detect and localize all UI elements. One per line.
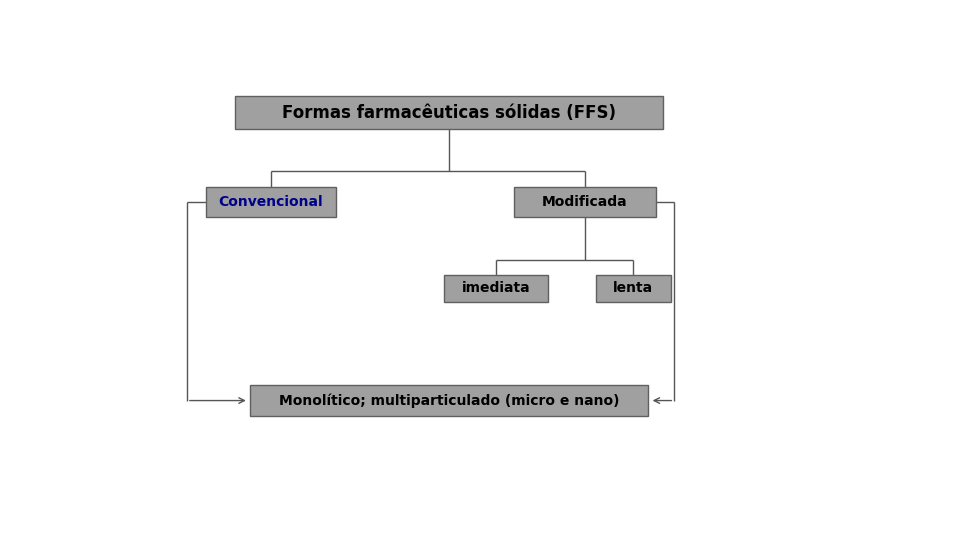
FancyBboxPatch shape [596, 275, 670, 302]
Text: Monolítico; multiparticulado (micro e nano): Monolítico; multiparticulado (micro e na… [279, 393, 619, 408]
Text: imediata: imediata [462, 281, 530, 295]
Text: Convencional: Convencional [218, 195, 323, 209]
FancyBboxPatch shape [515, 187, 656, 217]
FancyBboxPatch shape [235, 96, 663, 129]
Text: lenta: lenta [613, 281, 654, 295]
FancyBboxPatch shape [251, 385, 648, 416]
Text: Formas farmacêuticas sólidas (FFS): Formas farmacêuticas sólidas (FFS) [282, 104, 616, 122]
FancyBboxPatch shape [444, 275, 548, 302]
FancyBboxPatch shape [205, 187, 336, 217]
Text: Modificada: Modificada [542, 195, 628, 209]
